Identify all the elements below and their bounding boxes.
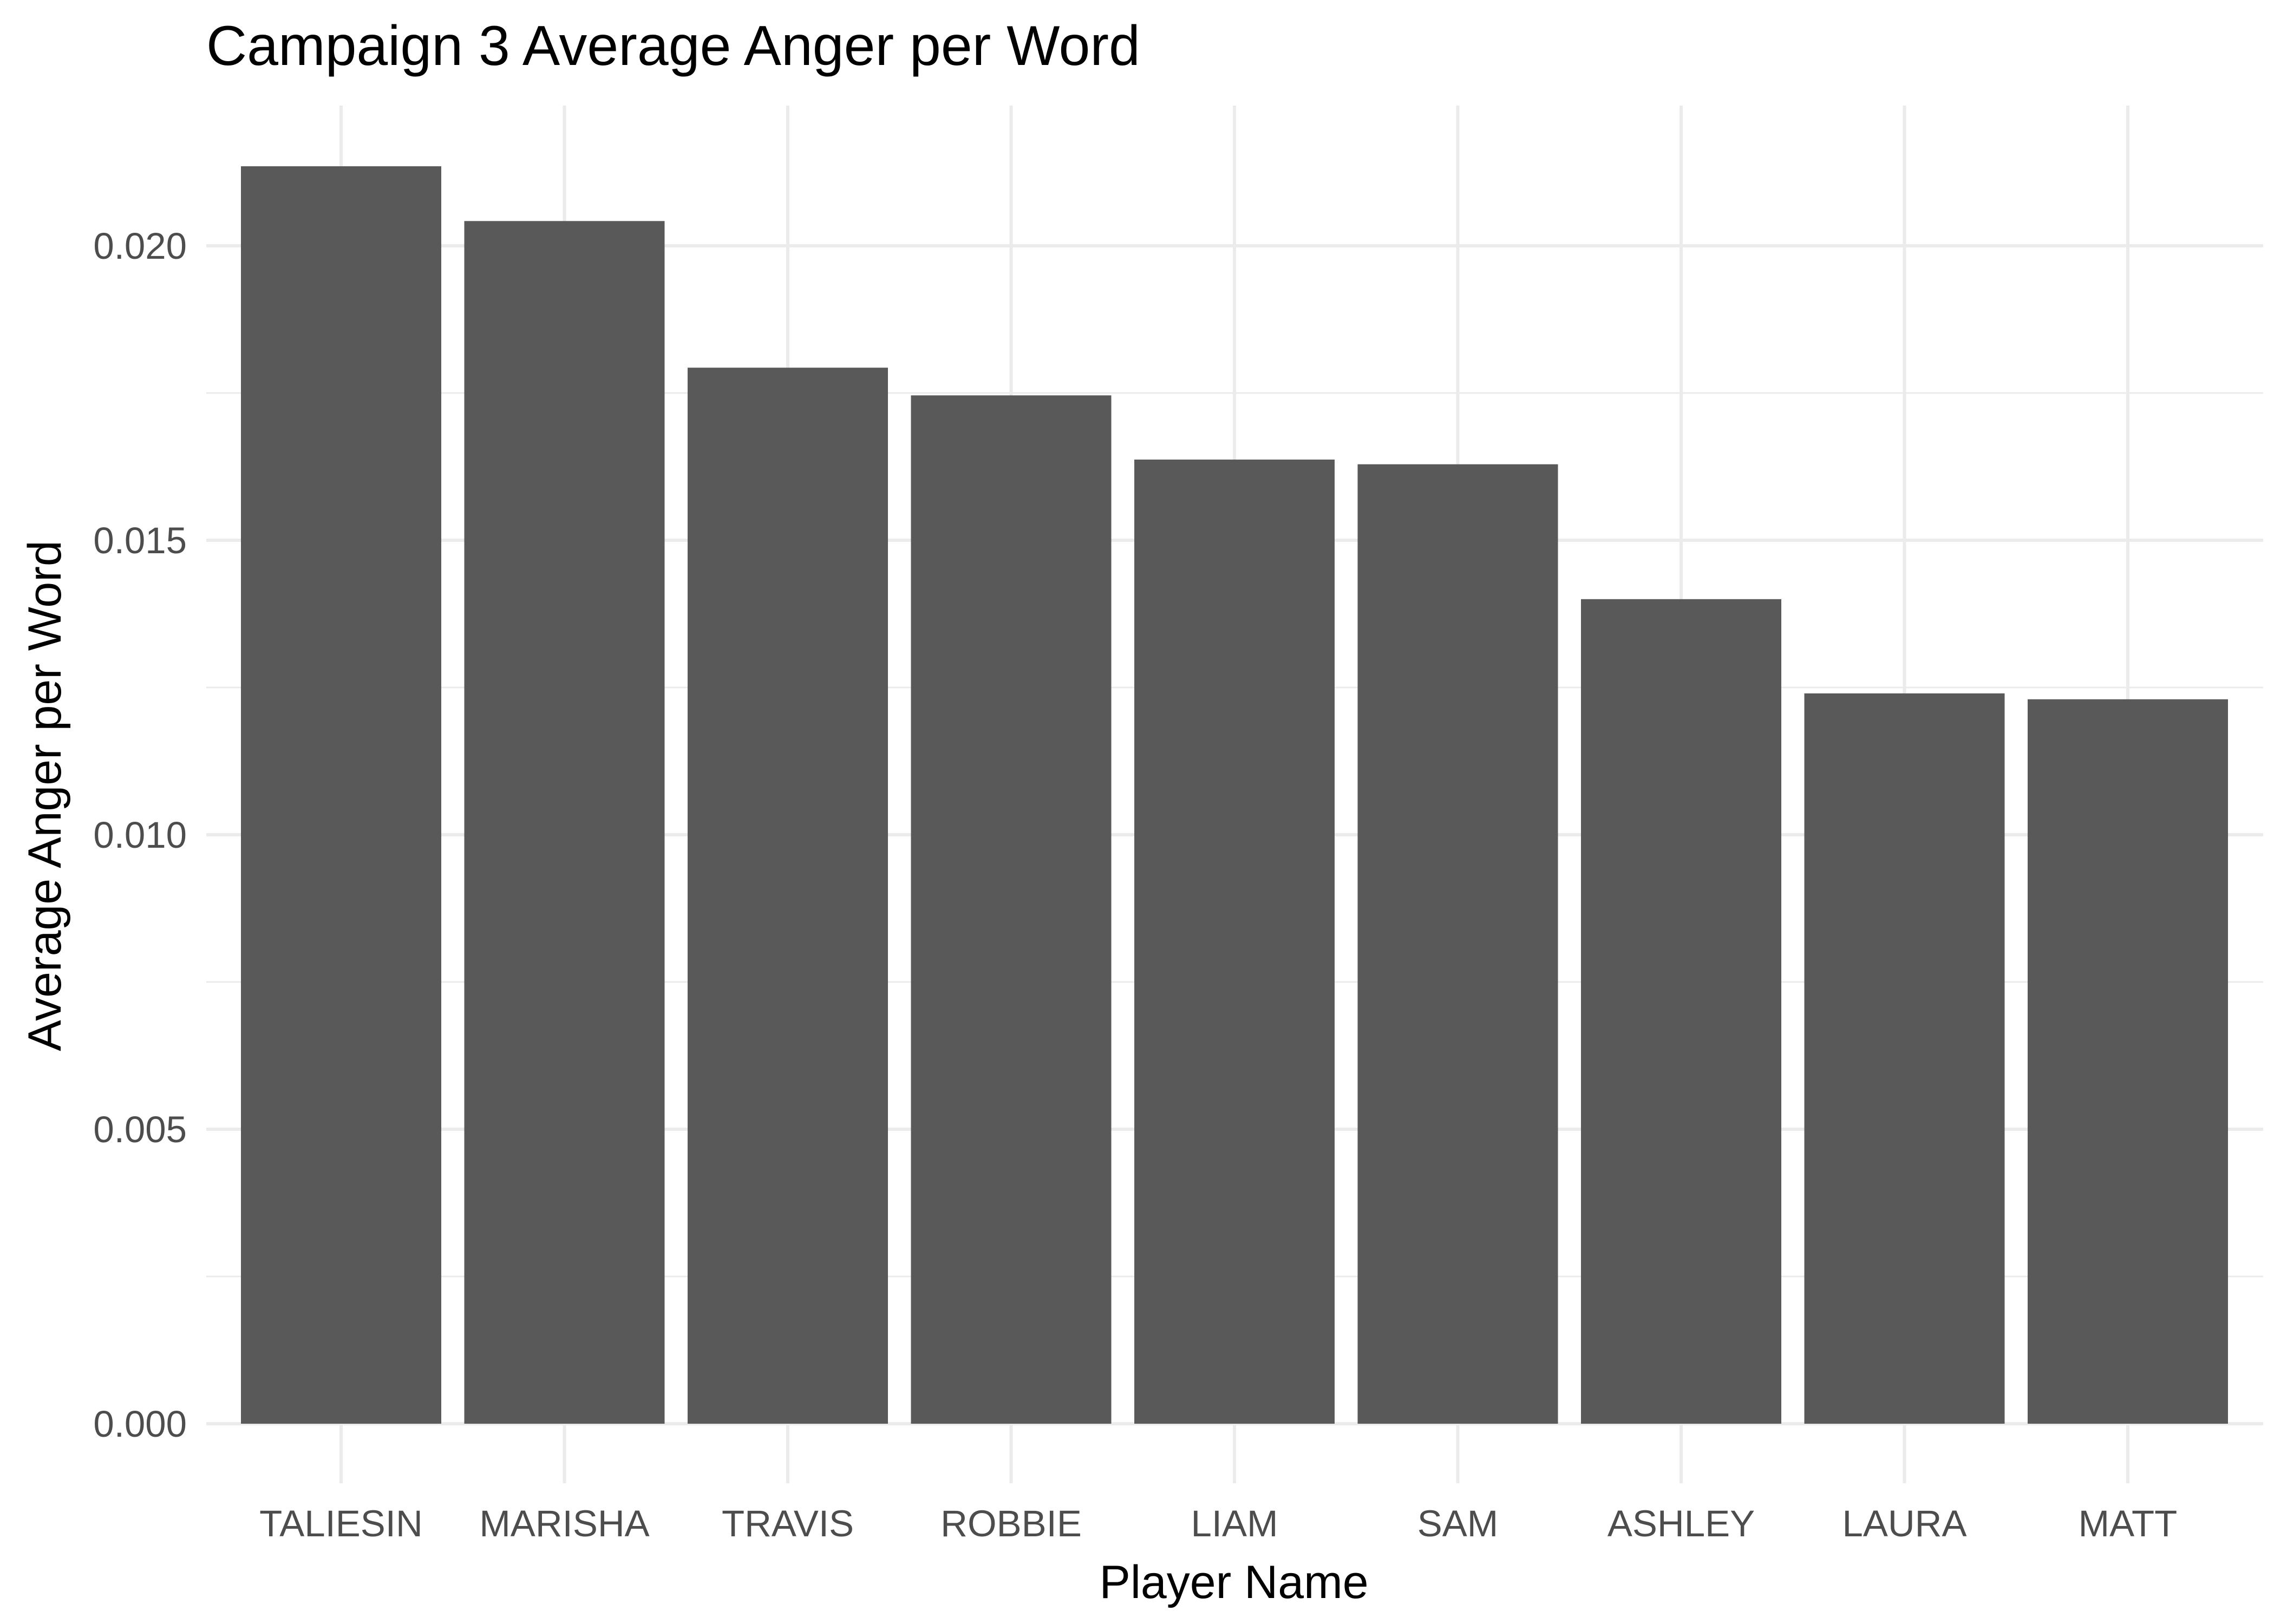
- x-tick-label: MATT: [2079, 1503, 2178, 1544]
- y-tick-label: 0.020: [93, 225, 187, 267]
- bars-layer: [241, 166, 2228, 1424]
- bar-liam: [1134, 459, 1335, 1424]
- x-tick-label: LAURA: [1842, 1503, 1966, 1544]
- x-tick-label: MARISHA: [479, 1503, 649, 1544]
- y-axis-title: Average Anger per Word: [19, 540, 71, 1051]
- x-tick-label: ASHLEY: [1608, 1503, 1755, 1544]
- bar-ashley: [1581, 599, 1781, 1424]
- bar-taliesin: [241, 166, 441, 1424]
- x-tick-label: ROBBIE: [940, 1503, 1082, 1544]
- x-tick-labels: TALIESIN MARISHA TRAVIS ROBBIE LIAM SAM ASHLEY…: [259, 1503, 2177, 1544]
- bar-travis: [688, 368, 888, 1424]
- y-tick-label: 0.010: [93, 814, 187, 856]
- x-tick-label: LIAM: [1191, 1503, 1278, 1544]
- x-axis-title: Player Name: [1099, 1556, 1368, 1608]
- x-tick-label: TRAVIS: [722, 1503, 854, 1544]
- bar-laura: [1804, 693, 2005, 1424]
- bar-marisha: [464, 221, 665, 1424]
- x-tick-label: TALIESIN: [259, 1503, 423, 1544]
- y-tick-label: 0.015: [93, 520, 187, 561]
- bar-matt: [2028, 699, 2228, 1424]
- y-tick-labels: 0.000 0.005 0.010 0.015 0.020: [93, 225, 187, 1445]
- y-tick-label: 0.005: [93, 1109, 187, 1150]
- chart-title: Campaign 3 Average Anger per Word: [206, 15, 1140, 77]
- x-tick-label: SAM: [1417, 1503, 1499, 1544]
- bar-robbie: [911, 395, 1112, 1424]
- bar-sam: [1357, 464, 1558, 1424]
- y-tick-label: 0.000: [93, 1403, 187, 1445]
